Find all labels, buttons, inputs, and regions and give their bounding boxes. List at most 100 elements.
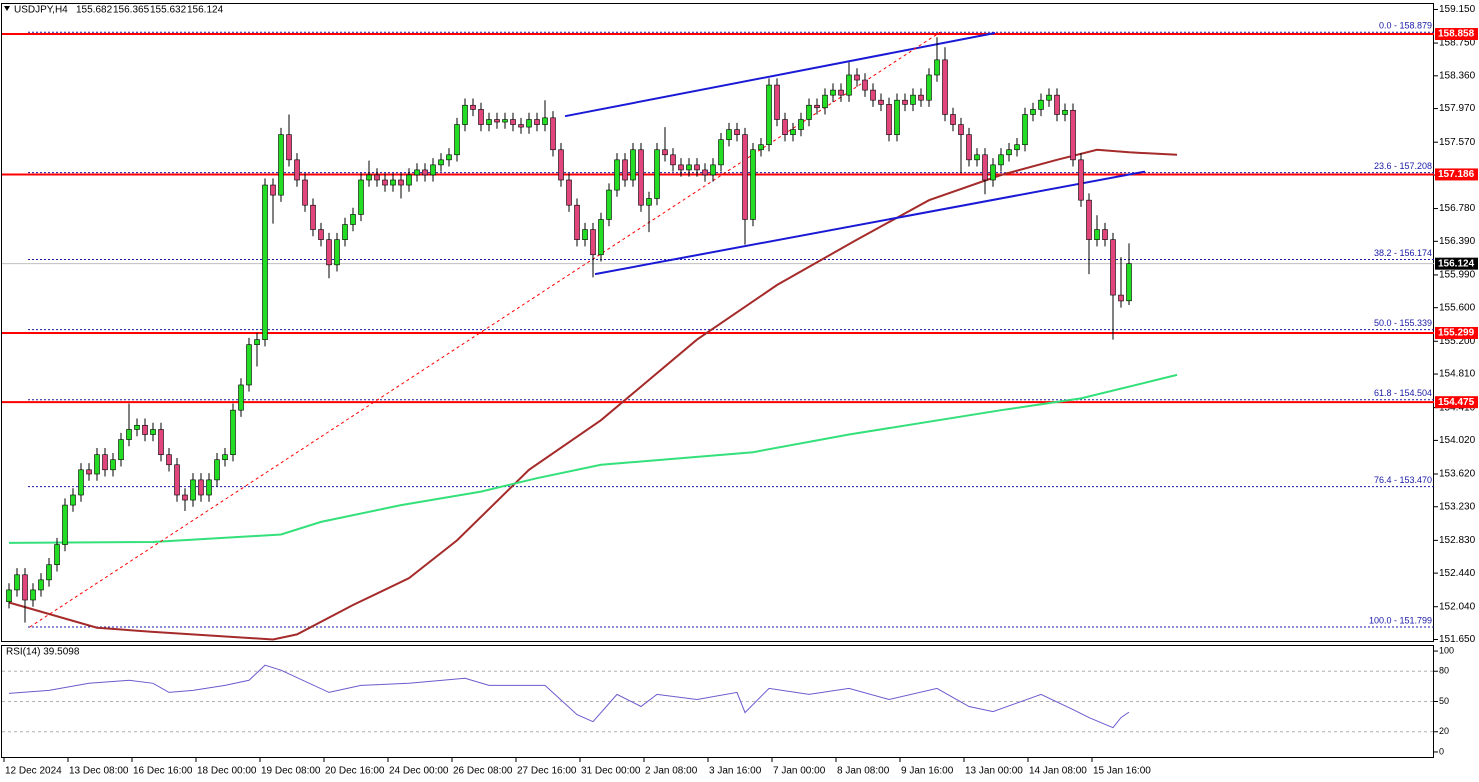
candle-body — [982, 154, 988, 181]
candle-body — [926, 74, 932, 101]
candle-body — [1046, 94, 1052, 101]
x-tick-label: 8 Jan 08:00 — [837, 766, 890, 777]
y-tick-label: 157.570 — [1439, 137, 1476, 148]
candle-body — [918, 94, 924, 101]
candle-body — [478, 109, 484, 125]
fib-label: 50.0 - 155.339 — [1374, 318, 1432, 328]
y-tick-label: 157.970 — [1439, 103, 1476, 114]
candle-body — [454, 124, 460, 156]
candle-body — [534, 119, 540, 125]
trendline — [564, 32, 996, 118]
candle-body — [750, 149, 756, 220]
y-tick-label: 0 — [1439, 746, 1444, 756]
fib-label: 23.6 - 157.208 — [1374, 161, 1432, 171]
candle-body — [846, 74, 852, 96]
candle-body — [1014, 144, 1020, 151]
candle-body — [550, 117, 556, 151]
candle-body — [6, 589, 12, 602]
candle-body — [782, 119, 788, 135]
x-tick-label: 16 Dec 16:00 — [133, 766, 193, 777]
candle-body — [1030, 109, 1036, 115]
candle-body — [134, 424, 140, 430]
price-badge — [1435, 168, 1478, 181]
candle-body — [302, 179, 308, 206]
price-badge — [1435, 257, 1478, 270]
trendline — [29, 31, 941, 628]
candle-body — [910, 94, 916, 105]
candle-body — [190, 479, 196, 501]
candle-body — [838, 89, 844, 96]
candle-body — [1094, 229, 1100, 240]
x-tick-label: 7 Jan 00:00 — [773, 766, 826, 777]
candle-body — [230, 409, 236, 455]
candle-body — [86, 469, 92, 475]
x-tick-label: 3 Jan 16:00 — [709, 766, 762, 777]
price-badge-label: 155.299 — [1438, 328, 1475, 339]
x-tick-label: 14 Jan 08:00 — [1029, 766, 1087, 777]
candle-body — [78, 469, 84, 496]
price-badge-label: 154.475 — [1438, 397, 1475, 408]
y-tick-label: 156.780 — [1439, 203, 1476, 214]
candle-body — [678, 164, 684, 171]
price-badge-label: 156.124 — [1438, 258, 1475, 269]
trendline — [594, 170, 1146, 276]
candle-body — [246, 344, 252, 386]
candle-body — [894, 99, 900, 135]
candle-body — [278, 134, 284, 196]
fib-label: 0.0 - 158.879 — [1379, 21, 1432, 31]
candle-body — [1054, 94, 1060, 115]
candle-body — [118, 439, 124, 461]
candle-body — [1118, 294, 1124, 302]
candle-body — [966, 134, 972, 161]
menu-triangle — [4, 6, 10, 11]
candle-body — [438, 159, 444, 166]
candle-body — [254, 339, 260, 345]
candle-body — [542, 117, 548, 125]
y-tick-label: 152.830 — [1439, 535, 1476, 546]
candle-body — [350, 214, 356, 225]
rsi-panel-frame — [1, 645, 1434, 758]
candle-body — [206, 479, 212, 496]
candle-body — [1070, 109, 1076, 161]
candle-body — [814, 104, 820, 109]
candle-body — [158, 429, 164, 455]
y-tick-label: 80 — [1439, 666, 1449, 676]
candle-body — [622, 159, 628, 181]
candle-body — [934, 59, 940, 76]
candle-body — [662, 149, 668, 156]
candle-body — [1126, 263, 1132, 302]
candle-body — [494, 119, 500, 123]
candle-body — [702, 169, 708, 176]
x-tick-label: 20 Dec 16:00 — [325, 766, 385, 777]
candle-body — [878, 99, 884, 105]
candle-body — [718, 139, 724, 166]
price-badge — [1435, 396, 1478, 409]
candle-body — [1110, 239, 1116, 296]
y-tick-label: 155.600 — [1439, 302, 1476, 313]
candle-body — [142, 424, 148, 435]
candle-body — [30, 589, 36, 601]
candle-body — [174, 464, 180, 496]
candle-body — [526, 119, 532, 128]
candle-body — [670, 154, 676, 166]
price-badge — [1435, 27, 1478, 40]
candle-body — [862, 79, 868, 91]
header-value: 155.682 — [76, 5, 113, 16]
y-tick-label: 155.200 — [1439, 336, 1476, 347]
candle-body — [734, 129, 740, 135]
candle-body — [374, 174, 380, 181]
candle-body — [470, 104, 476, 110]
candle-body — [870, 89, 876, 101]
x-tick-label: 31 Dec 00:00 — [581, 766, 641, 777]
fib-label: 76.4 - 153.470 — [1374, 475, 1432, 485]
chart-title: USDJPY,H4 — [14, 5, 68, 16]
candle-body — [430, 164, 436, 176]
candle-body — [974, 154, 980, 161]
x-tick-label: 24 Dec 00:00 — [389, 766, 449, 777]
candle-body — [806, 104, 812, 120]
candle-body — [742, 134, 748, 220]
candle-body — [294, 159, 300, 181]
candle-body — [390, 179, 396, 186]
candle-body — [94, 454, 100, 475]
